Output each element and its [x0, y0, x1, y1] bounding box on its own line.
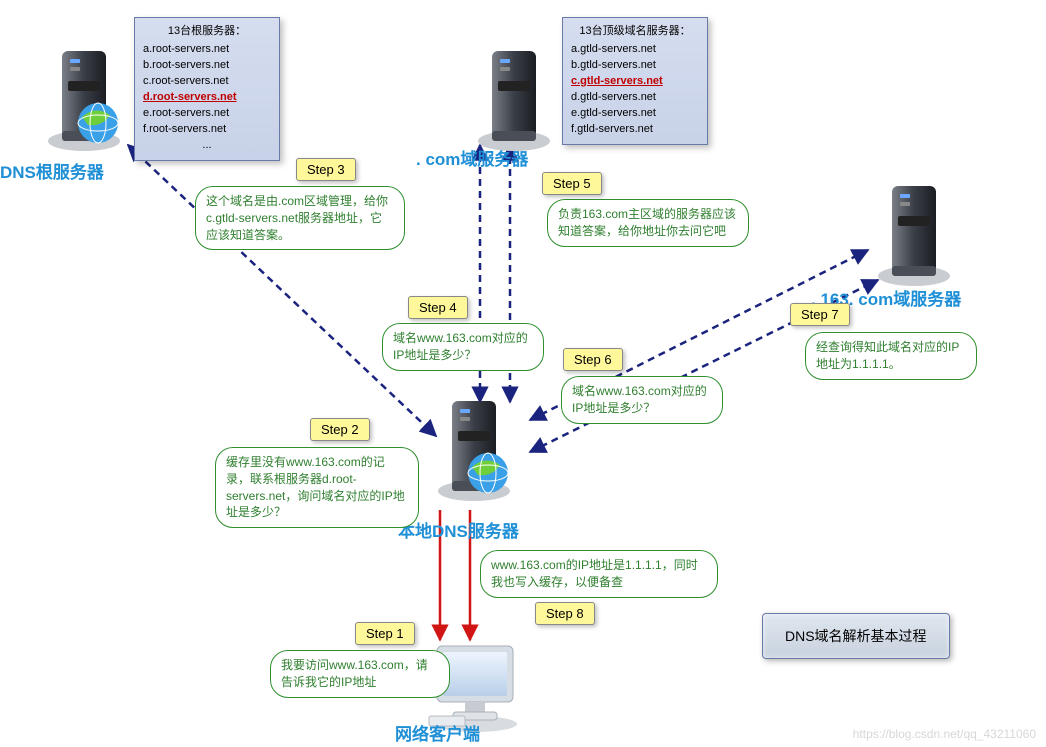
- tld-servers-listbox: 13台顶级域名服务器：a.gtld-servers.netb.gtld-serv…: [562, 17, 708, 145]
- step-5: Step 5: [542, 172, 602, 195]
- root-servers-listbox: 13台根服务器：a.root-servers.netb.root-servers…: [134, 17, 280, 161]
- auth-dns-server-icon: [870, 180, 960, 295]
- step-8: Step 8: [535, 602, 595, 625]
- bubble-step4: 域名www.163.com对应的IP地址是多少？: [382, 323, 544, 371]
- watermark-text: https://blog.csdn.net/qq_43211060: [853, 727, 1036, 741]
- local-dns-label: 本地DNS服务器: [398, 517, 519, 542]
- local-dns-server-icon: [430, 395, 520, 510]
- step-7: Step 7: [790, 303, 850, 326]
- com-dns-label: . com域服务器: [416, 145, 528, 170]
- bubble-step2: 缓存里没有www.163.com的记录，联系根服务器d.root-servers…: [215, 447, 419, 528]
- client-label: 网络客户端: [395, 720, 480, 745]
- step-3: Step 3: [296, 158, 356, 181]
- bubble-step8: www.163.com的IP地址是1.1.1.1，同时我也写入缓存，以便备查: [480, 550, 718, 598]
- step-2: Step 2: [310, 418, 370, 441]
- diagram-title-box: DNS域名解析基本过程: [762, 613, 950, 659]
- bubble-step1: 我要访问www.163.com，请告诉我它的IP地址: [270, 650, 450, 698]
- bubble-step3: 这个域名是由.com区域管理，给你c.gtld-servers.net服务器地址…: [195, 186, 405, 250]
- bubble-step5: 负责163.com主区域的服务器应该知道答案，给你地址你去问它吧: [547, 199, 749, 247]
- bubble-step6: 域名www.163.com对应的IP地址是多少？: [561, 376, 723, 424]
- bubble-step7: 经查询得知此域名对应的IP地址为1.1.1.1。: [805, 332, 977, 380]
- step-4: Step 4: [408, 296, 468, 319]
- root-dns-server-icon: [40, 45, 130, 160]
- step-6: Step 6: [563, 348, 623, 371]
- step-1: Step 1: [355, 622, 415, 645]
- root-dns-label: DNS根服务器: [0, 158, 104, 183]
- com-dns-server-icon: [470, 45, 560, 160]
